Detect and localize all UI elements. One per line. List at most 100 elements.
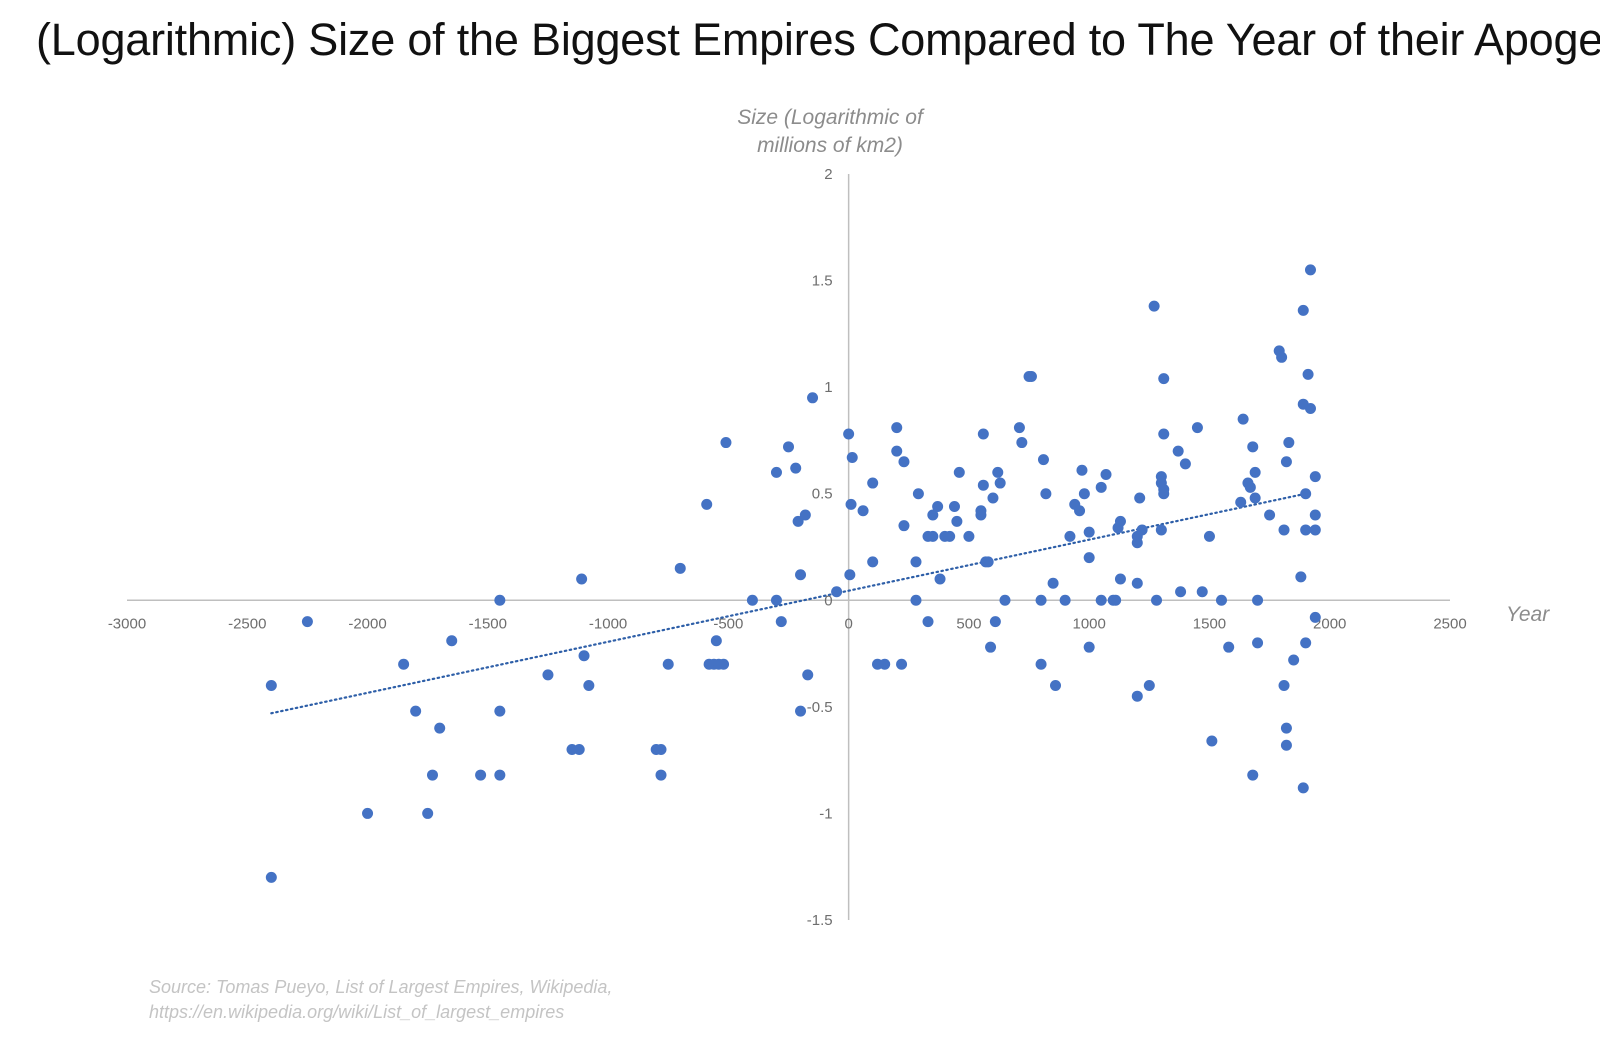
x-tick-label: 0 bbox=[844, 615, 852, 632]
data-point bbox=[977, 479, 989, 491]
data-point bbox=[1309, 524, 1321, 536]
data-point bbox=[1247, 441, 1259, 453]
data-point bbox=[362, 807, 374, 819]
data-point bbox=[910, 556, 922, 568]
y-tick-label: 2 bbox=[824, 166, 832, 183]
data-point bbox=[655, 743, 667, 755]
data-point bbox=[573, 743, 585, 755]
data-point bbox=[426, 769, 438, 781]
y-tick-label: -0.5 bbox=[807, 699, 833, 716]
data-point bbox=[1297, 304, 1309, 316]
data-point bbox=[1237, 413, 1249, 425]
data-point bbox=[898, 520, 910, 532]
data-point bbox=[655, 769, 667, 781]
data-point bbox=[746, 594, 758, 606]
data-point bbox=[994, 477, 1006, 489]
data-point bbox=[1134, 492, 1146, 504]
data-point bbox=[542, 669, 554, 681]
data-point bbox=[896, 658, 908, 670]
data-point bbox=[802, 669, 814, 681]
x-axis-label: Year bbox=[1506, 603, 1550, 626]
data-point bbox=[1076, 464, 1088, 476]
data-point bbox=[783, 441, 794, 453]
data-point bbox=[792, 515, 804, 527]
data-point bbox=[1264, 509, 1276, 521]
data-point bbox=[927, 530, 939, 542]
x-tick-label: -3000 bbox=[108, 615, 146, 632]
data-point bbox=[1131, 577, 1143, 589]
data-point bbox=[1158, 488, 1170, 500]
data-point bbox=[1151, 594, 1163, 606]
data-point bbox=[1083, 552, 1095, 564]
data-point bbox=[576, 573, 588, 585]
data-point bbox=[987, 492, 999, 504]
data-point bbox=[1280, 456, 1292, 468]
data-point bbox=[265, 871, 277, 883]
x-tick-label: -500 bbox=[713, 615, 743, 632]
data-point bbox=[982, 556, 994, 568]
data-point bbox=[857, 505, 869, 517]
data-point bbox=[1083, 526, 1095, 538]
data-points bbox=[265, 264, 1321, 883]
data-point bbox=[985, 641, 997, 653]
data-point bbox=[1278, 680, 1290, 692]
data-point bbox=[843, 428, 855, 440]
source-line-1: Source: Tomas Pueyo, List of Largest Emp… bbox=[149, 977, 613, 997]
y-tick-label: 1 bbox=[824, 379, 832, 396]
data-point bbox=[1100, 469, 1112, 481]
data-point bbox=[1309, 471, 1321, 483]
data-point bbox=[775, 616, 787, 628]
data-point bbox=[710, 635, 722, 647]
data-point bbox=[1158, 373, 1170, 385]
data-point bbox=[583, 680, 595, 692]
data-point bbox=[992, 466, 1004, 478]
data-point bbox=[1283, 437, 1295, 449]
data-point bbox=[1040, 488, 1052, 500]
data-point bbox=[1244, 481, 1256, 493]
data-point bbox=[1148, 300, 1160, 312]
x-tick-label: 1000 bbox=[1072, 615, 1105, 632]
data-point bbox=[1235, 496, 1247, 508]
data-point bbox=[1155, 524, 1167, 536]
data-point bbox=[989, 616, 1001, 628]
data-point bbox=[1172, 445, 1184, 457]
x-tick-label: 2000 bbox=[1313, 615, 1346, 632]
data-point bbox=[1304, 402, 1316, 414]
data-point bbox=[807, 392, 819, 404]
data-point bbox=[398, 658, 410, 670]
data-point bbox=[1196, 586, 1208, 598]
data-point bbox=[845, 498, 857, 510]
data-point bbox=[799, 509, 811, 521]
data-point bbox=[898, 456, 910, 468]
data-point bbox=[1191, 422, 1203, 434]
data-point bbox=[934, 573, 946, 585]
trendline bbox=[270, 492, 1307, 715]
data-point bbox=[1179, 458, 1191, 470]
data-point bbox=[846, 451, 858, 463]
data-point bbox=[844, 569, 856, 581]
data-point bbox=[1074, 505, 1086, 517]
data-point bbox=[910, 594, 922, 606]
x-tick-label: -1000 bbox=[589, 615, 627, 632]
data-point bbox=[1215, 594, 1227, 606]
source-note: Source: Tomas Pueyo, List of Largest Emp… bbox=[149, 975, 612, 1025]
data-point bbox=[1249, 492, 1261, 504]
data-point bbox=[1131, 690, 1143, 702]
tick-labels: -3000 -2500 -2000 -1500 -1000 -500 0 500 1000 150… bbox=[108, 166, 1467, 929]
data-point bbox=[1047, 577, 1059, 589]
data-point bbox=[718, 658, 730, 670]
data-point bbox=[951, 515, 963, 527]
data-point bbox=[953, 466, 965, 478]
data-point bbox=[1050, 680, 1062, 692]
data-point bbox=[494, 594, 506, 606]
data-point bbox=[720, 437, 732, 449]
data-point bbox=[1016, 437, 1028, 449]
data-point bbox=[770, 594, 782, 606]
data-point bbox=[1114, 573, 1126, 585]
data-point bbox=[1095, 594, 1107, 606]
data-point bbox=[927, 509, 939, 521]
data-point bbox=[1114, 515, 1126, 527]
data-point bbox=[1223, 641, 1235, 653]
x-tick-label: 2500 bbox=[1433, 615, 1466, 632]
